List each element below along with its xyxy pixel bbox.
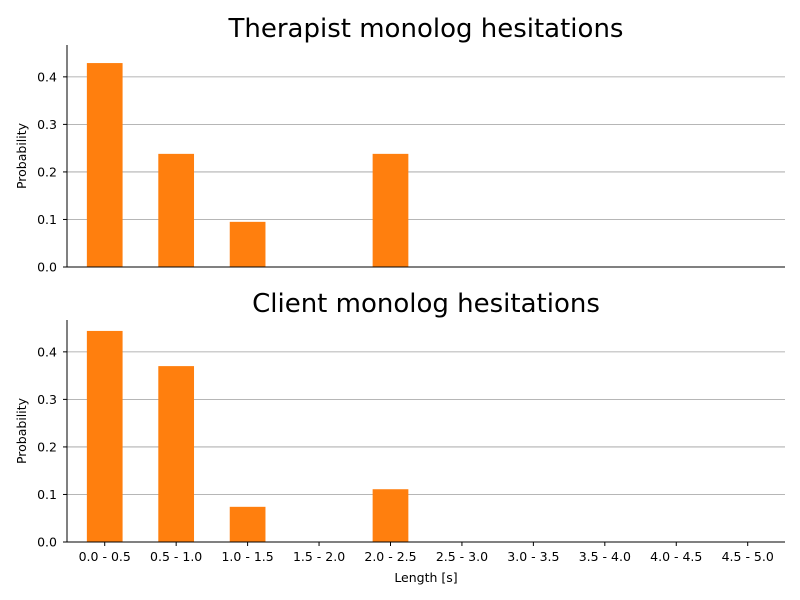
- bar: [372, 153, 409, 267]
- y-tick-label: 0.0: [37, 260, 57, 275]
- x-tick-label: 2.5 - 3.0: [436, 549, 488, 564]
- y-tick-label: 0.3: [37, 117, 57, 132]
- y-axis-label: Probability: [14, 397, 29, 464]
- x-tick-label: 4.0 - 4.5: [650, 549, 702, 564]
- x-tick-label: 4.5 - 5.0: [722, 549, 774, 564]
- x-tick-label: 1.5 - 2.0: [293, 549, 345, 564]
- chart-title: Therapist monolog hesitations: [228, 14, 624, 44]
- bar: [372, 489, 409, 542]
- y-tick-label: 0.2: [37, 439, 57, 454]
- x-tick-label: 3.0 - 3.5: [507, 549, 559, 564]
- y-tick-label: 0.0: [37, 535, 57, 550]
- y-tick-label: 0.4: [37, 69, 57, 84]
- bar: [229, 506, 266, 542]
- y-tick-label: 0.3: [37, 392, 57, 407]
- y-tick-label: 0.2: [37, 164, 57, 179]
- chart-panel-1: 0.0 0.1 0.2 0.3 0.4 Therapist monolog hesitat…: [14, 14, 785, 275]
- y-tick-label: 0.1: [37, 212, 57, 227]
- y-tick-label: 0.4: [37, 344, 57, 359]
- bar: [86, 330, 123, 542]
- x-tick-label: 3.5 - 4.0: [579, 549, 631, 564]
- y-axis-label: Probability: [14, 122, 29, 189]
- bar: [158, 366, 195, 542]
- bar: [229, 221, 266, 267]
- y-tick-label: 0.1: [37, 487, 57, 502]
- bar: [86, 63, 123, 267]
- x-axis-label: Length [s]: [394, 570, 457, 585]
- x-tick-label: 1.0 - 1.5: [221, 549, 273, 564]
- chart-panel-2: 0.0 0.1 0.2 0.3 0.4 0.0 - 0.5 0.5 - 1.0 1.0 - 1…: [14, 289, 785, 585]
- x-tick-label: 0.0 - 0.5: [79, 549, 131, 564]
- x-tick-label: 0.5 - 1.0: [150, 549, 202, 564]
- chart-title: Client monolog hesitations: [252, 289, 600, 319]
- bar: [158, 153, 195, 267]
- x-tick-label: 2.0 - 2.5: [364, 549, 416, 564]
